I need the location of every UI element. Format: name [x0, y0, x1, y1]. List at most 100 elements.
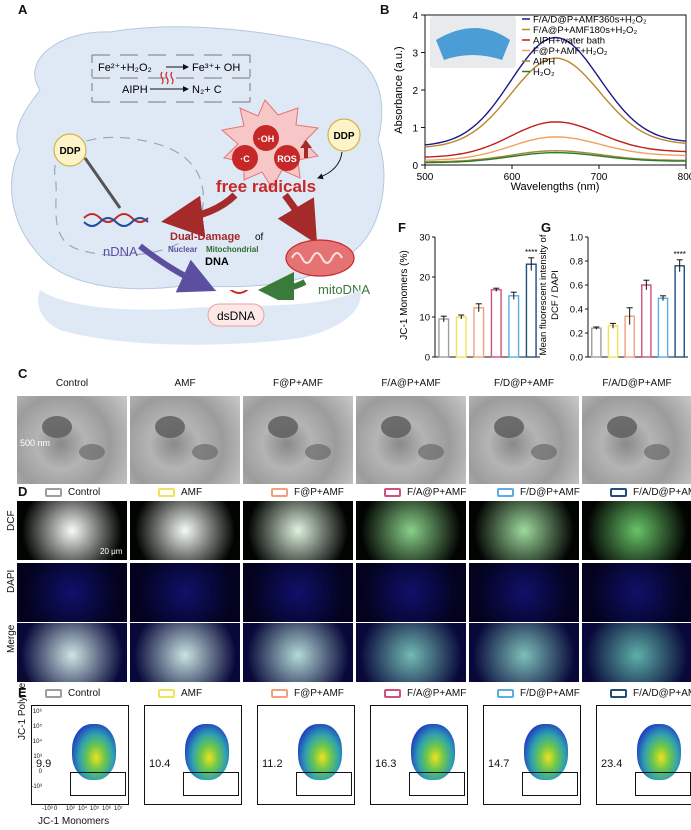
radical-ros-bubble	[274, 145, 300, 171]
ddp-left-label: DDP	[59, 146, 80, 157]
fluor-image	[356, 501, 466, 560]
fluor-image	[130, 501, 240, 560]
fluor-legend-label: F/A/D@P+AMF	[633, 487, 691, 498]
ddp-left-bubble	[53, 133, 87, 167]
dsdna-badge	[207, 303, 265, 327]
fluor-image	[582, 563, 691, 622]
heat-icon	[160, 71, 174, 85]
fluor-row-label: Merge	[6, 624, 17, 653]
fluor-legend-label: AMF	[181, 487, 203, 498]
tem-image	[469, 396, 579, 484]
bar-ytick-label: 30	[419, 233, 430, 244]
tem-image	[243, 396, 353, 484]
mitochondria-blob	[644, 444, 670, 460]
dcf-y-label-2: DCF / DAPI	[550, 270, 561, 320]
bar	[641, 284, 652, 358]
radical-c-bubble	[232, 145, 258, 171]
radical-ros-label: ROS	[277, 154, 297, 164]
fluor-legend-swatch	[158, 488, 175, 497]
flow-legend-item: F/D@P+AMF	[497, 688, 580, 699]
mitochondria-blob	[381, 416, 411, 438]
dna-label: DNA	[205, 256, 229, 268]
fluor-image	[469, 623, 579, 682]
flow-gate	[409, 772, 465, 796]
flow-density	[637, 724, 681, 780]
ddp-top-bubble	[327, 118, 361, 152]
cell-membrane-lower	[38, 290, 361, 345]
fluor-legend-swatch	[384, 488, 401, 497]
bar-ytick-label: 0.8	[570, 257, 583, 268]
abs-legend-label: F@P+AMF+H₂O₂	[533, 46, 608, 57]
free-radicals-label: free radicals	[216, 177, 316, 196]
bar	[490, 289, 502, 358]
tem-label: F/A@P+AMF	[381, 378, 441, 389]
flow-ytick-label: 10⁶	[32, 709, 42, 715]
fluor-scale: 20 μm	[100, 547, 123, 556]
significance-mark: ****	[525, 248, 537, 257]
flow-legend-label: AMF	[181, 688, 203, 699]
flow-gate-value: 14.7	[488, 758, 510, 770]
abs-x-label: Wavelengths (nm)	[511, 181, 600, 193]
mitochondria-blob	[192, 444, 218, 460]
flow-density	[411, 724, 455, 780]
flow-xtick-label: -10³	[42, 806, 53, 812]
flow-ytick-label: 10⁵	[32, 724, 42, 730]
nuclear-label: Nuclear	[168, 245, 197, 254]
bar-ytick-label: 10	[419, 313, 430, 324]
fluor-legend-item: F/D@P+AMF	[497, 487, 580, 498]
flow-legend-item: Control	[45, 688, 100, 699]
syringe-icon	[83, 157, 122, 209]
bar	[607, 325, 619, 358]
dual-damage-label: Dual-Damage	[170, 231, 240, 243]
abs-legend-label: F/A@P+AMF180s+H₂O₂	[533, 25, 637, 36]
abs-xtick-label: 600	[504, 172, 521, 183]
fluor-legend-label: F/D@P+AMF	[520, 487, 580, 498]
fluor-image	[243, 501, 353, 560]
dcf-y-label-1: Mean fluorescent intensity of	[538, 234, 549, 355]
radical-oh-bubble	[253, 125, 279, 151]
bar	[438, 318, 450, 358]
abs-ytick-label: 4	[412, 11, 418, 22]
abs-line-series	[425, 151, 686, 164]
flow-legend-item: F@P+AMF	[271, 688, 344, 699]
flow-xtick-label: 10³	[66, 806, 75, 812]
flow-gate	[635, 772, 691, 796]
bar-ytick-label: 0.0	[570, 353, 583, 364]
mitochondria-blob	[268, 416, 298, 438]
schematic-lower: dsDNA	[38, 290, 361, 345]
bar-ytick-label: 0.2	[570, 329, 583, 340]
panel-label-f: F	[398, 220, 406, 235]
tem-image	[130, 396, 240, 484]
eq1-right: Fe³⁺+ OH	[192, 62, 240, 74]
abs-xtick-label: 700	[591, 172, 608, 183]
bar	[455, 316, 467, 358]
flow-xtick-label: 0	[54, 806, 58, 812]
flow-density	[298, 724, 342, 780]
bar	[657, 297, 669, 358]
bar-ytick-label: 0.4	[570, 305, 583, 316]
panel-label-g: G	[541, 220, 552, 235]
bar	[525, 263, 537, 358]
fluor-legend-item: F/A@P+AMF	[384, 487, 466, 498]
panel-label-c: C	[18, 366, 28, 381]
mitochondria-blob	[494, 416, 524, 438]
panel-label-b: B	[380, 2, 390, 17]
fluor-image	[243, 623, 353, 682]
abs-line-series	[424, 150, 687, 163]
mitochondria-blob	[607, 416, 637, 438]
abs-ytick-label: 0	[412, 161, 418, 172]
radical-c-label: ·C	[240, 154, 250, 164]
flow-legend-label: Control	[68, 688, 101, 699]
abs-legend-label: AIPH	[533, 57, 555, 68]
flow-plot: 10.4	[144, 705, 242, 805]
bar-ytick-label: 0	[425, 353, 430, 364]
abs-line-series	[424, 121, 687, 158]
bar-ytick-label: 0.6	[570, 281, 583, 292]
flow-gate-value: 16.3	[375, 758, 397, 770]
flow-ytick-label: 10⁴	[32, 739, 42, 745]
abs-line-series	[424, 57, 687, 148]
ndna-label: nDNA	[103, 244, 138, 259]
eq2-left: AIPH	[122, 84, 148, 96]
tem-image	[582, 396, 691, 484]
flow-xtick-label: 10⁶	[102, 806, 112, 812]
